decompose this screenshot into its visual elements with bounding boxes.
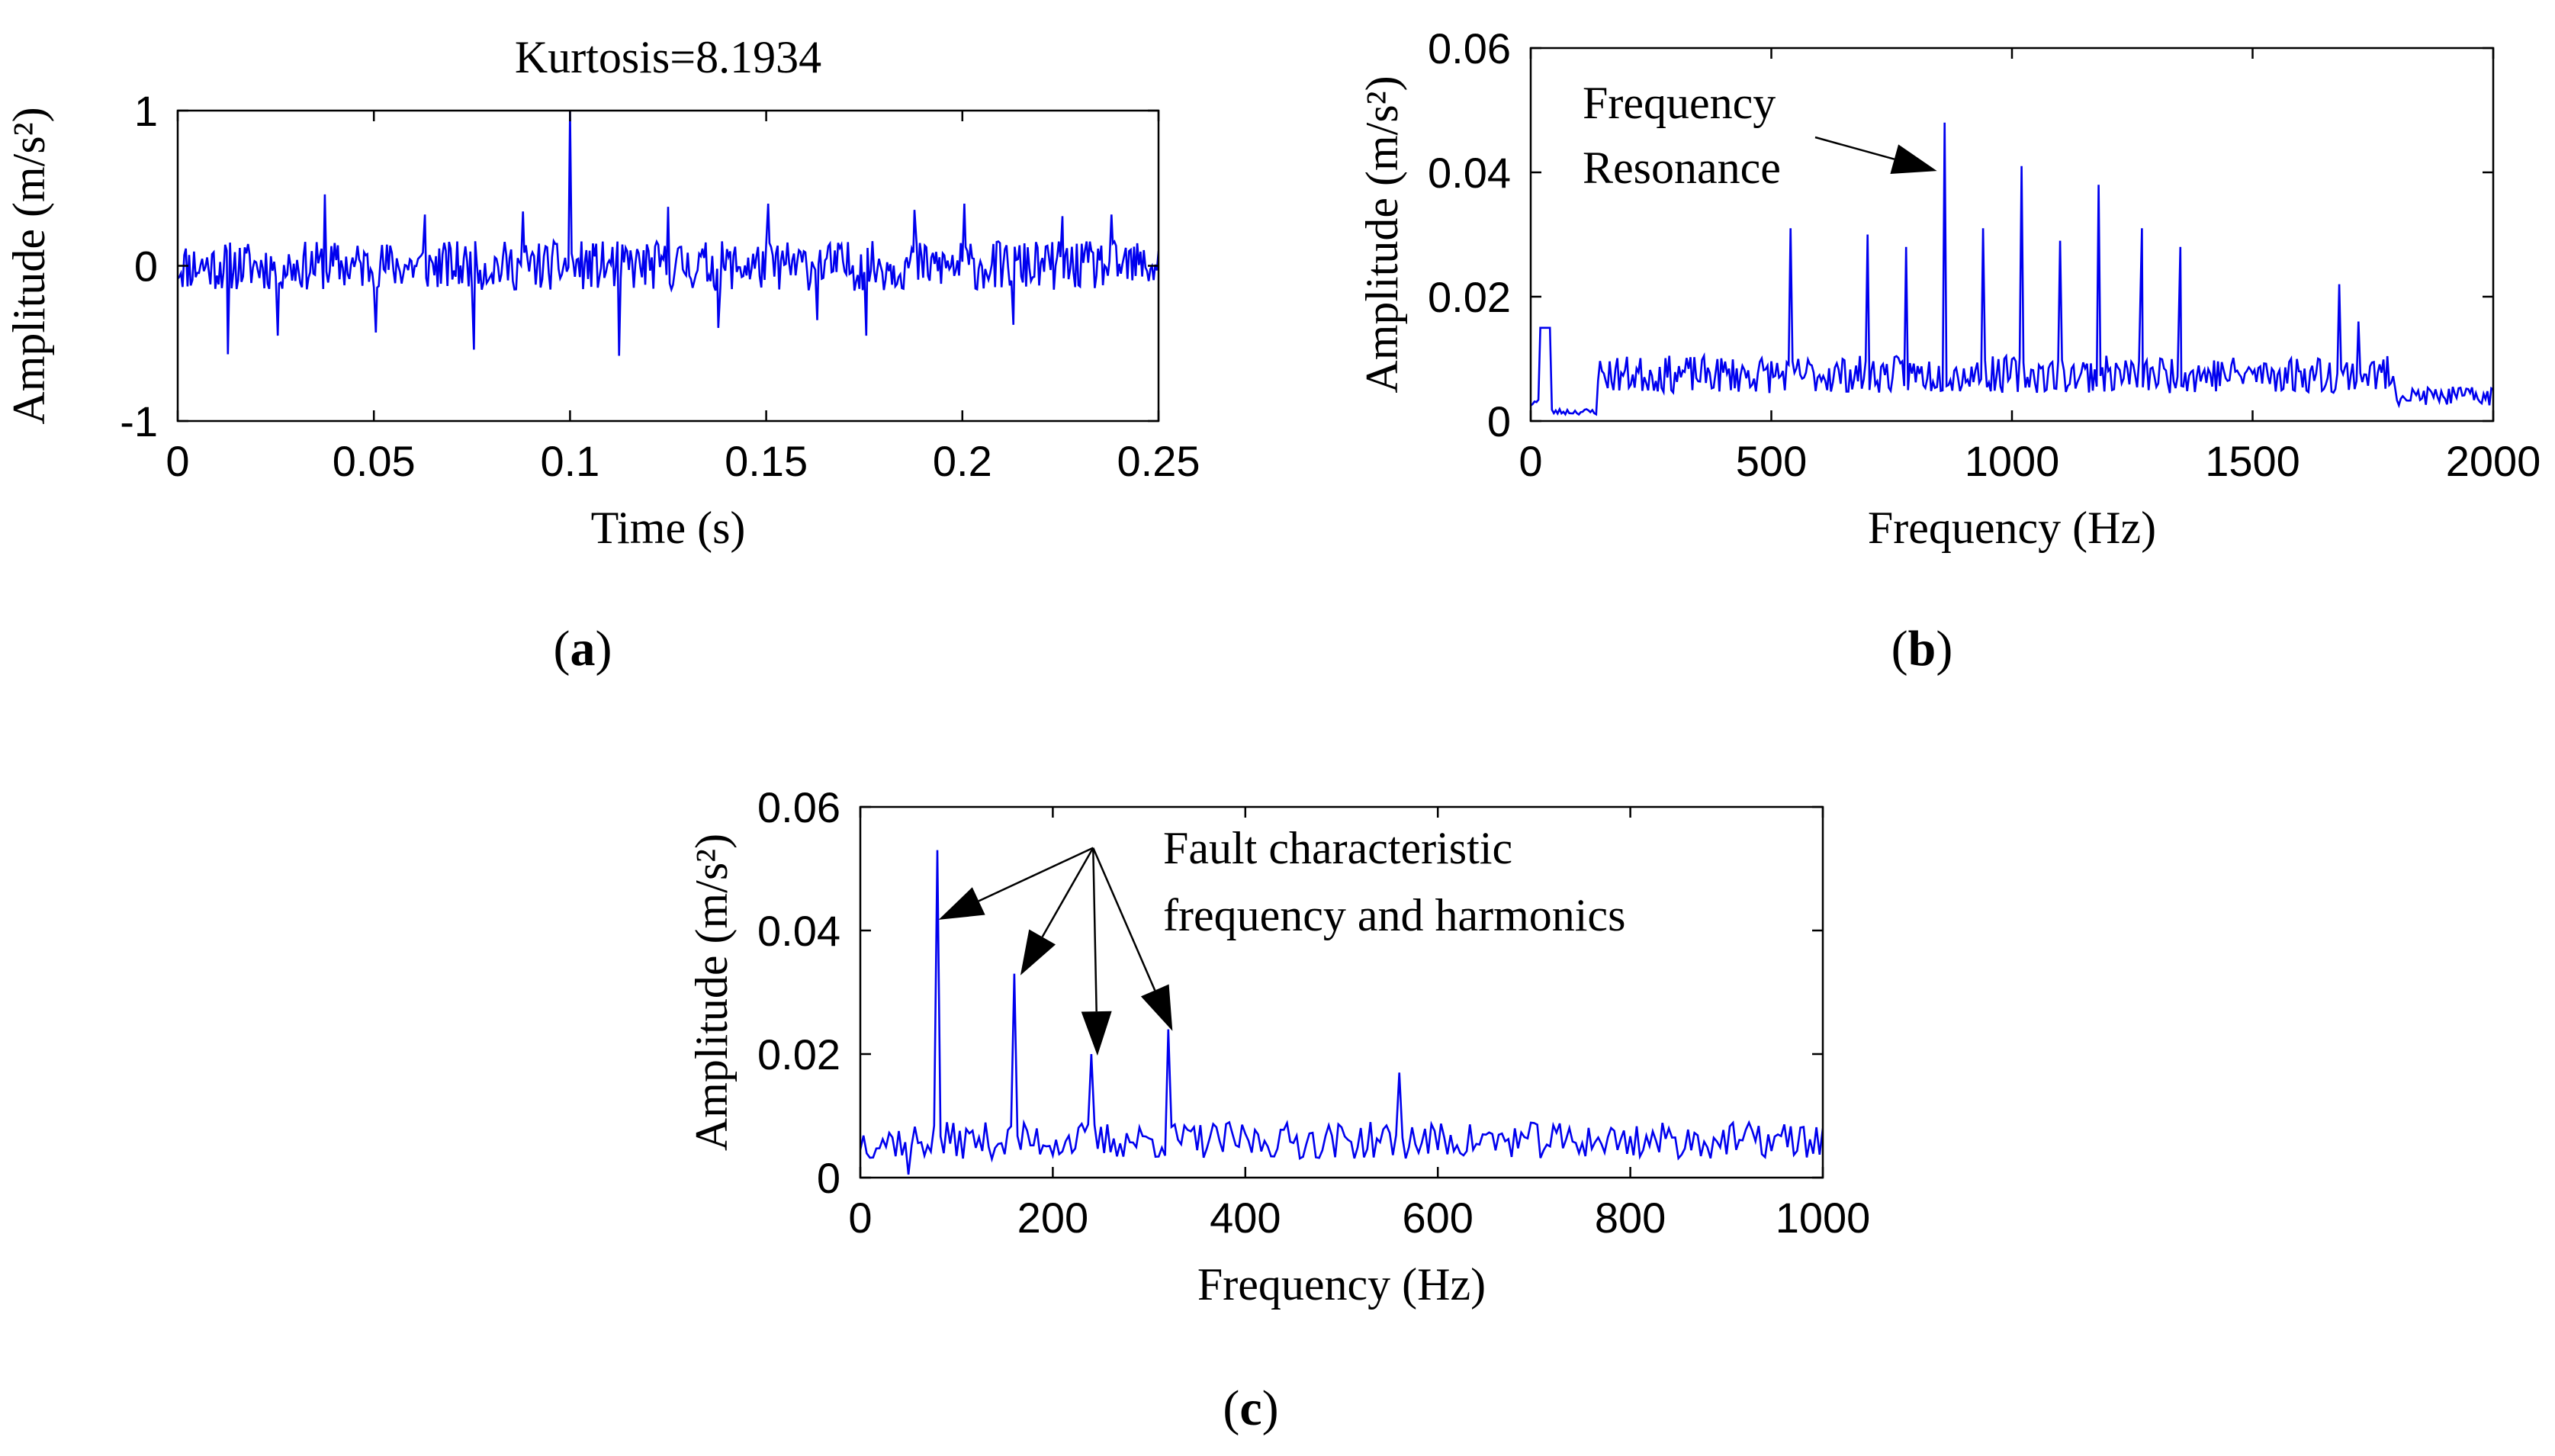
series-line bbox=[860, 850, 1823, 1175]
series-line bbox=[1531, 122, 2493, 416]
series-line bbox=[178, 111, 1159, 356]
caption-paren-close: ) bbox=[1936, 621, 1952, 677]
annotation-line-1: Fault characteristic bbox=[1163, 823, 1512, 873]
panel-caption: (c) bbox=[1223, 1380, 1278, 1436]
y-tick-label: 0.02 bbox=[757, 1030, 840, 1078]
caption-letter: c bbox=[1239, 1380, 1261, 1436]
x-tick-label: 0 bbox=[166, 437, 189, 485]
annotation-arrow-line bbox=[1092, 847, 1156, 991]
y-axis-label: Amplitude (m/s²) bbox=[4, 107, 54, 424]
annotation-arrow-head bbox=[1140, 984, 1173, 1031]
x-tick-label: 600 bbox=[1402, 1194, 1473, 1242]
caption-paren-open: ( bbox=[1223, 1380, 1239, 1436]
x-axis-label: Frequency (Hz) bbox=[1197, 1259, 1486, 1310]
y-tick-label: 0 bbox=[1487, 397, 1511, 445]
y-tick-label: 1 bbox=[134, 87, 158, 135]
panel-c: 0 200 400 600 800 1000 0 0.02 0.04 0.06 Frequency … bbox=[686, 783, 1870, 1436]
annotation-arrow-line bbox=[1092, 847, 1098, 1012]
annotation-arrow-line bbox=[978, 847, 1094, 902]
x-tick-label: 0.25 bbox=[1117, 437, 1200, 485]
annotation-arrow-head bbox=[1081, 1011, 1112, 1056]
axes-box bbox=[859, 805, 1824, 1179]
caption-letter: b bbox=[1908, 621, 1936, 677]
y-tick-label: 0 bbox=[134, 243, 158, 291]
x-tick-label: 200 bbox=[1017, 1194, 1088, 1242]
x-tick-label: 800 bbox=[1595, 1194, 1666, 1242]
x-tick-label: 0 bbox=[848, 1194, 872, 1242]
annotation-line-1: Frequency bbox=[1583, 78, 1776, 128]
y-tick-label: 0.02 bbox=[1428, 273, 1511, 321]
x-axis-label: Frequency (Hz) bbox=[1868, 503, 2156, 553]
y-tick-label: 0.04 bbox=[1428, 149, 1511, 197]
x-tick-label: 400 bbox=[1210, 1194, 1281, 1242]
caption-paren-close: ) bbox=[596, 621, 612, 677]
annotation-arrow-head bbox=[1020, 929, 1056, 975]
x-tick-label: 0.15 bbox=[725, 437, 808, 485]
x-tick-label: 2000 bbox=[2446, 437, 2541, 485]
axes-box bbox=[176, 109, 1160, 423]
x-tick-label: 1500 bbox=[2205, 437, 2300, 485]
x-tick-label: 0.1 bbox=[540, 437, 599, 485]
annotation-line-2: Resonance bbox=[1583, 143, 1781, 193]
panel-caption: (a) bbox=[554, 621, 612, 677]
panel-caption: (b) bbox=[1891, 621, 1953, 677]
caption-letter: a bbox=[570, 621, 596, 677]
y-tick-label: 0.06 bbox=[757, 783, 840, 831]
y-tick-label: 0 bbox=[817, 1154, 840, 1202]
annotation-arrow-line bbox=[1814, 136, 1895, 160]
caption-paren-open: ( bbox=[1891, 621, 1908, 677]
chart-title: Kurtosis=8.1934 bbox=[515, 32, 821, 82]
y-tick-label: 0.06 bbox=[1428, 24, 1511, 72]
x-axis-label: Time (s) bbox=[591, 503, 746, 553]
caption-paren-close: ) bbox=[1262, 1380, 1279, 1436]
y-axis-label: Amplitude (m/s²) bbox=[686, 834, 737, 1151]
panel-b: 0 500 1000 1500 2000 0 0.02 0.04 0.06 Frequency (… bbox=[1357, 24, 2541, 677]
y-tick-label: -1 bbox=[120, 397, 158, 445]
x-tick-label: 0.05 bbox=[333, 437, 416, 485]
y-tick-label: 0.04 bbox=[757, 907, 840, 955]
annotation-line-2: frequency and harmonics bbox=[1163, 890, 1625, 940]
y-axis-label: Amplitude (m/s²) bbox=[1357, 76, 1407, 393]
x-tick-label: 1000 bbox=[1776, 1194, 1871, 1242]
x-tick-label: 0 bbox=[1519, 437, 1542, 485]
x-tick-label: 0.2 bbox=[933, 437, 992, 485]
annotation-arrow-head bbox=[938, 887, 985, 920]
annotation-arrow-line bbox=[1041, 847, 1094, 938]
annotation-arrow-head bbox=[1890, 144, 1937, 174]
x-tick-label: 500 bbox=[1736, 437, 1807, 485]
caption-paren-open: ( bbox=[554, 621, 570, 677]
x-tick-label: 1000 bbox=[1965, 437, 2060, 485]
